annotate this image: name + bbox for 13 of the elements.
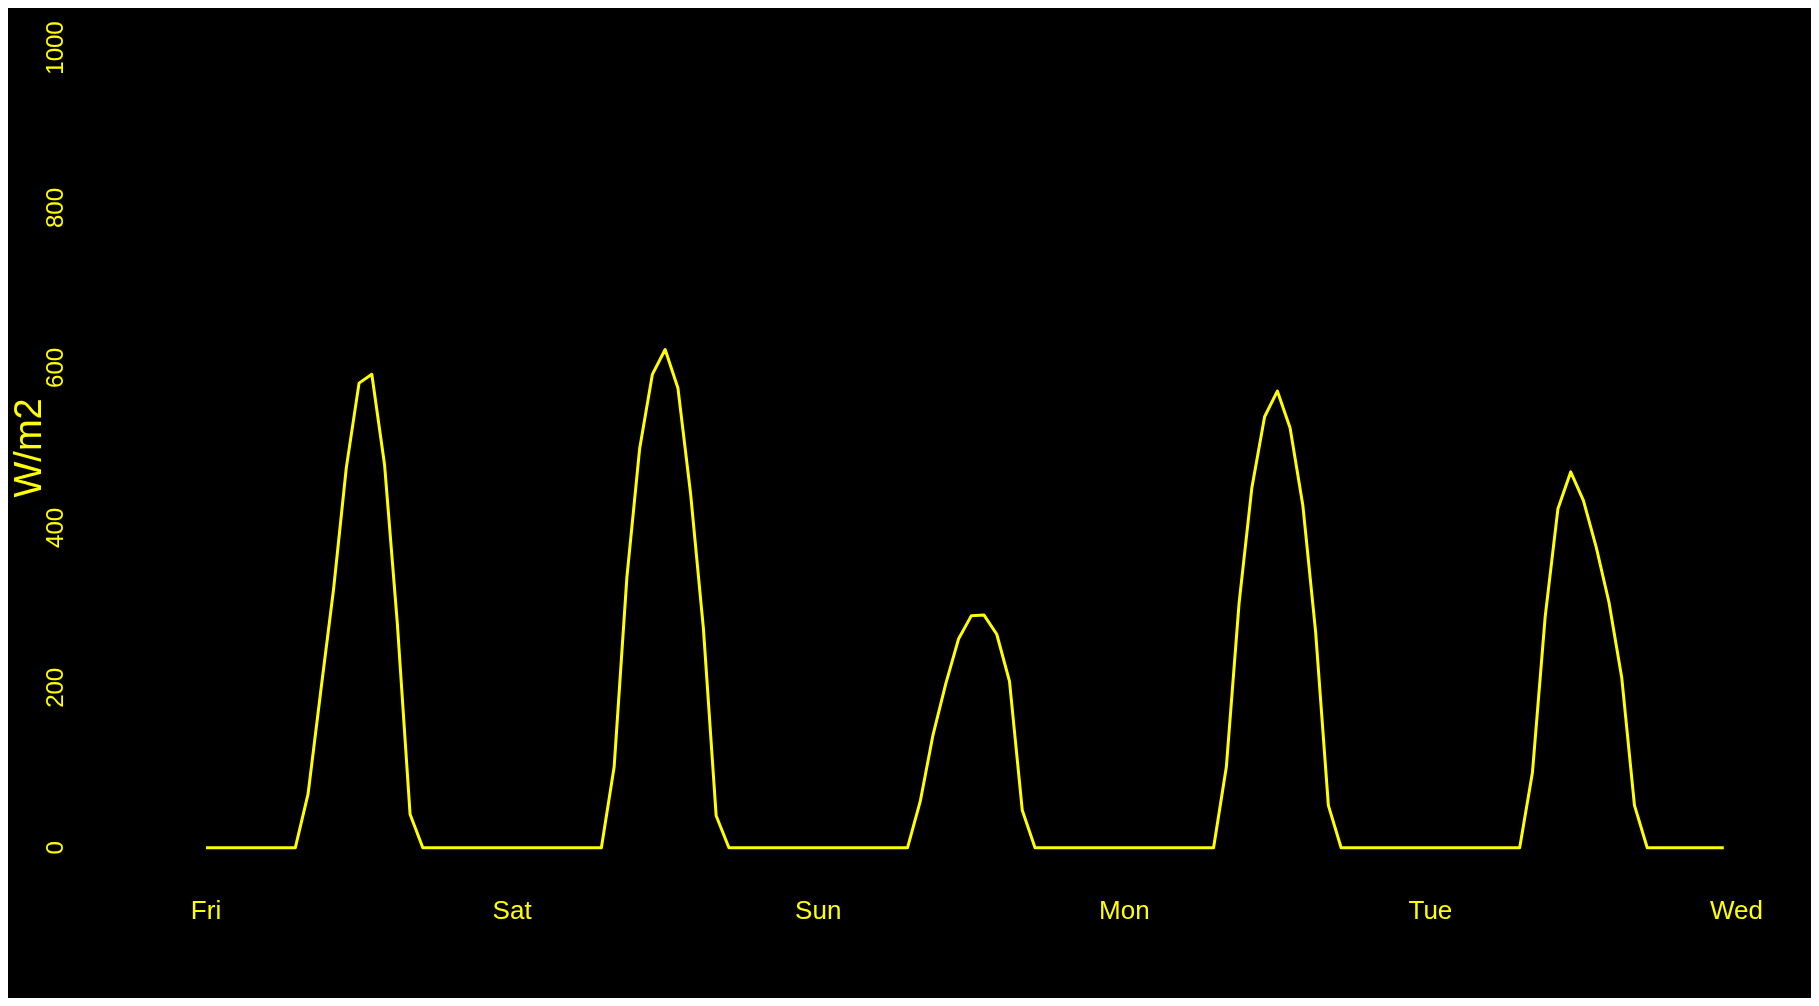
- x-tick-label: Sat: [492, 894, 533, 925]
- x-tick-label: Sun: [795, 894, 842, 925]
- y-tick-label: 800: [40, 187, 68, 228]
- y-tick-label: 400: [40, 507, 68, 548]
- y-tick-label: 0: [40, 841, 68, 855]
- y-tick-label: 600: [40, 347, 68, 388]
- x-tick-label: Mon: [1099, 894, 1150, 925]
- x-tick-label: Tue: [1408, 894, 1453, 925]
- y-tick-label: 1000: [40, 21, 68, 75]
- y-tick-label: 200: [40, 667, 68, 708]
- x-tick-label: Fri: [190, 894, 222, 925]
- y-axis-title: W/m2: [7, 398, 50, 498]
- x-tick-label: Wed: [1710, 894, 1763, 925]
